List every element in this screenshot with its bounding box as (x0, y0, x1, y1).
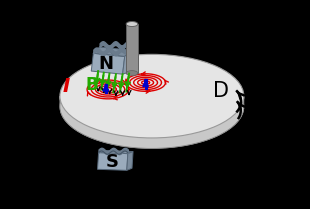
Polygon shape (126, 24, 138, 73)
Polygon shape (91, 53, 125, 74)
Polygon shape (60, 96, 244, 148)
Ellipse shape (60, 65, 244, 148)
Polygon shape (127, 152, 133, 170)
Ellipse shape (60, 54, 244, 138)
Polygon shape (98, 153, 128, 170)
Polygon shape (122, 50, 131, 74)
Ellipse shape (126, 71, 138, 76)
Text: B: B (86, 76, 98, 94)
Ellipse shape (126, 22, 138, 27)
Text: D: D (213, 81, 229, 101)
Text: S: S (106, 153, 119, 171)
Polygon shape (99, 150, 133, 154)
Text: I: I (63, 77, 70, 96)
Polygon shape (93, 47, 131, 56)
Text: N: N (99, 55, 114, 73)
